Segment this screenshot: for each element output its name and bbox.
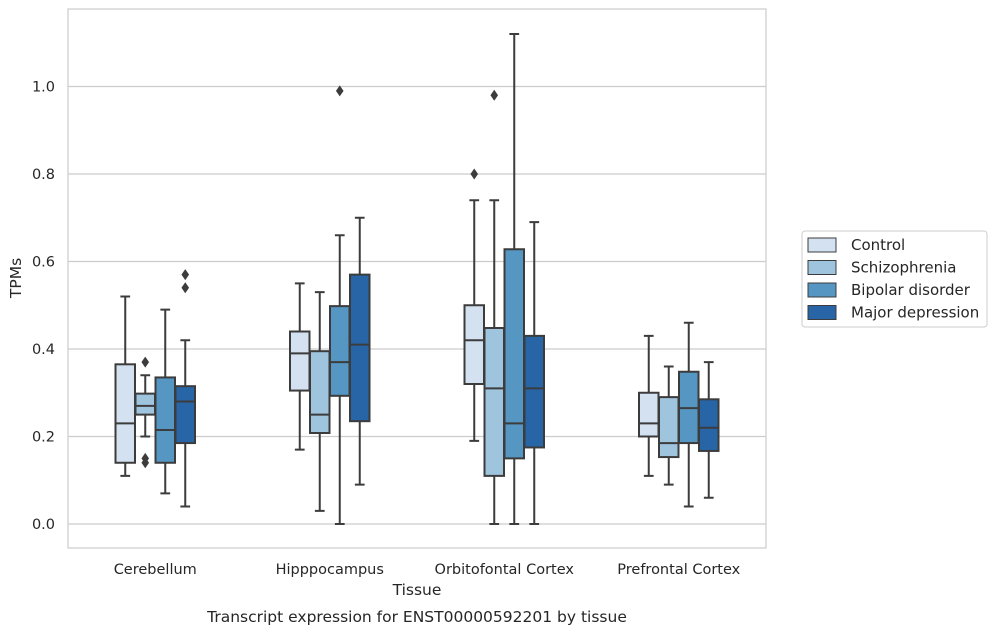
box-major-depression bbox=[698, 361, 720, 499]
outlier-point bbox=[181, 282, 190, 294]
box-iqr bbox=[463, 304, 485, 385]
x-axis-title: Tissue bbox=[392, 581, 442, 599]
x-tick-label: Prefrontal Cortex bbox=[617, 562, 740, 578]
box-iqr bbox=[329, 305, 351, 397]
box-iqr bbox=[289, 330, 311, 392]
y-axis-title: TPMs bbox=[7, 258, 25, 299]
y-tick-label: 0.6 bbox=[32, 255, 55, 271]
box-iqr bbox=[503, 248, 525, 460]
x-tick-label: Orbitofontal Cortex bbox=[435, 562, 575, 578]
box-iqr bbox=[638, 391, 660, 438]
box-iqr bbox=[349, 273, 371, 423]
legend-frame bbox=[801, 230, 988, 328]
outlier-point bbox=[470, 168, 479, 180]
box-control bbox=[638, 334, 660, 477]
y-tick-labels: 0.0 0.2 0.4 0.6 0.8 1.0 bbox=[32, 80, 55, 534]
chart-title: Transcript expression for ENST0000059220… bbox=[206, 608, 627, 626]
legend-swatch bbox=[807, 282, 837, 298]
box-iqr bbox=[483, 327, 505, 477]
box-iqr bbox=[523, 334, 545, 449]
y-tick-label: 1.0 bbox=[32, 80, 55, 96]
y-tick-label: 0.4 bbox=[32, 342, 55, 358]
x-tick-label: Cerebellum bbox=[114, 562, 197, 578]
x-tick-label: Hipppocampus bbox=[276, 562, 384, 578]
legend-label: Major depression bbox=[851, 304, 979, 322]
box-schizophrenia bbox=[658, 365, 680, 486]
box-bipolar-disorder bbox=[154, 308, 176, 495]
box-iqr bbox=[134, 392, 156, 416]
outlier-point bbox=[181, 269, 190, 281]
legend-swatch bbox=[807, 305, 837, 320]
box-iqr bbox=[174, 385, 196, 445]
y-tick-label: 0.2 bbox=[32, 430, 55, 446]
y-tick-label: 0.0 bbox=[32, 517, 55, 533]
legend: Control Schizophrenia Bipolar disorder Majo… bbox=[801, 230, 988, 328]
box-control bbox=[463, 168, 485, 442]
outlier-point bbox=[490, 89, 499, 101]
box-bipolar-disorder bbox=[503, 33, 525, 525]
box-iqr bbox=[698, 398, 720, 452]
x-tick-labels: Cerebellum Hipppocampus Orbitofontal Corte… bbox=[114, 562, 741, 578]
box-control bbox=[114, 295, 136, 477]
box-major-depression bbox=[174, 269, 196, 508]
box-control bbox=[289, 282, 311, 451]
box-iqr bbox=[309, 350, 331, 434]
y-tick-label: 0.8 bbox=[32, 167, 55, 183]
legend-label: Bipolar disorder bbox=[851, 281, 971, 299]
legend-label: Schizophrenia bbox=[851, 259, 956, 277]
box-schizophrenia bbox=[134, 356, 156, 469]
box-bipolar-disorder bbox=[678, 321, 700, 508]
boxes bbox=[114, 33, 720, 525]
box-iqr bbox=[154, 376, 176, 464]
box-bipolar-disorder bbox=[329, 85, 351, 525]
box-schizophrenia bbox=[483, 89, 505, 525]
outlier-point bbox=[141, 457, 150, 469]
outlier-point bbox=[335, 85, 344, 97]
plot-frame bbox=[67, 8, 767, 549]
box-major-depression bbox=[523, 221, 545, 525]
box-schizophrenia bbox=[309, 291, 331, 512]
box-iqr bbox=[658, 396, 680, 459]
box-major-depression bbox=[349, 216, 371, 486]
legend-swatch bbox=[807, 260, 837, 275]
legend-swatch bbox=[807, 237, 837, 253]
outlier-point bbox=[141, 356, 150, 368]
box-iqr bbox=[114, 363, 136, 464]
legend-label: Control bbox=[851, 236, 905, 254]
